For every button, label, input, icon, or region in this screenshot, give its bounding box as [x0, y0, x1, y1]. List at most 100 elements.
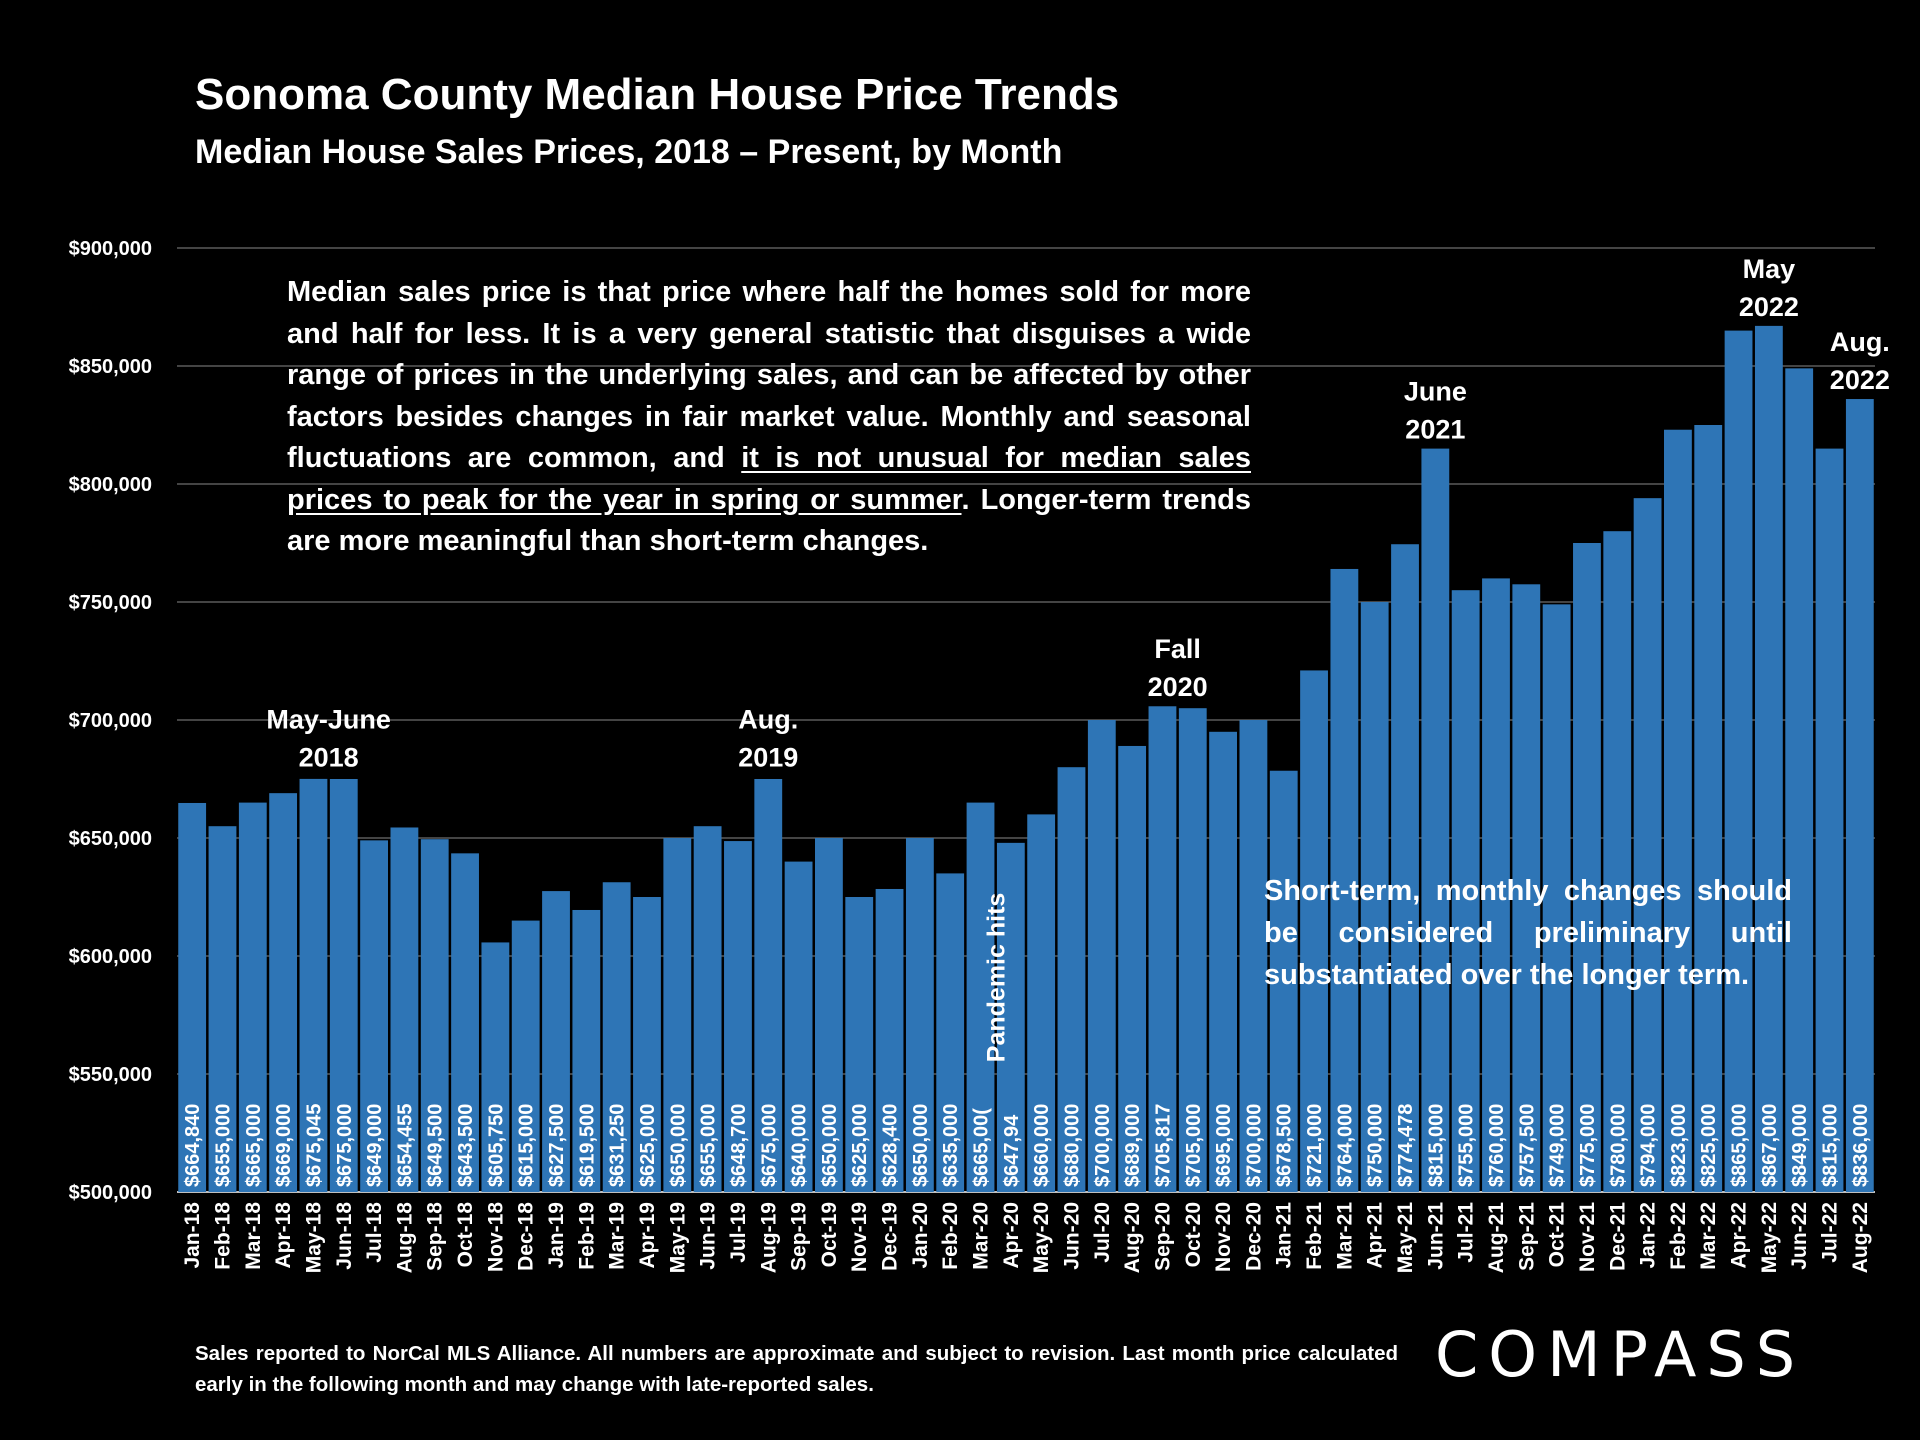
chart-title: Sonoma County Median House Price Trends	[195, 70, 1120, 119]
x-tick-label: May-18	[302, 1202, 325, 1274]
value-label: $650,000	[667, 1104, 689, 1187]
y-tick-label: $750,000	[69, 592, 152, 614]
bar	[542, 891, 570, 1192]
x-tick-label: Jan-20	[909, 1202, 932, 1269]
bar	[1633, 498, 1662, 1192]
bar	[1845, 399, 1874, 1192]
value-label: $669,000	[273, 1104, 295, 1187]
y-axis-ticks: $500,000 $550,000 $600,000 $650,000 $700,000…	[69, 238, 152, 1204]
value-label: $625,000	[849, 1104, 871, 1187]
annotation-line: 2020	[1148, 672, 1208, 702]
bar	[1178, 708, 1207, 1192]
annotation-line: Aug.	[738, 705, 798, 735]
x-tick-label: Feb-19	[575, 1202, 598, 1270]
value-label: $675,000	[758, 1104, 780, 1187]
bar	[724, 841, 752, 1192]
x-tick-label: Apr-18	[272, 1202, 295, 1269]
bar	[693, 826, 722, 1192]
bar	[1360, 602, 1389, 1192]
bar	[1269, 770, 1298, 1192]
x-tick-label: Oct-18	[454, 1202, 477, 1268]
value-label: $836,000	[1850, 1104, 1872, 1187]
value-label: $700,000	[1243, 1104, 1265, 1187]
value-label: $750,000	[1365, 1104, 1387, 1187]
x-tick-label: Apr-19	[636, 1202, 659, 1269]
value-label: $695,000	[1213, 1104, 1235, 1187]
value-label: $815,000	[1820, 1104, 1842, 1187]
x-tick-label: Dec-18	[515, 1202, 538, 1271]
bar	[1087, 720, 1116, 1192]
x-axis-ticks: Jan-18 Feb-18 Mar-18 Apr-18 May-18 Jun-18 Jul-…	[181, 1202, 1872, 1274]
peak-annotation: May 2022	[1739, 254, 1799, 322]
value-label: $678,500	[1274, 1104, 1296, 1187]
bar	[1451, 590, 1480, 1192]
x-tick-label: Jan-21	[1273, 1202, 1296, 1269]
bar	[1027, 814, 1056, 1192]
value-label: $705,817	[1152, 1104, 1174, 1187]
x-tick-label: Aug-22	[1849, 1202, 1872, 1273]
bar	[754, 779, 783, 1192]
value-label: $749,000	[1547, 1104, 1569, 1187]
value-label: $764,000	[1334, 1104, 1356, 1187]
x-tick-label: Aug-18	[393, 1202, 416, 1273]
bar	[481, 942, 510, 1192]
bar	[1300, 670, 1328, 1192]
x-tick-label: Mar-19	[606, 1202, 629, 1270]
bars	[178, 325, 1874, 1193]
y-tick-label: $700,000	[69, 710, 152, 732]
value-label: $619,500	[576, 1104, 598, 1187]
value-label: $640,000	[789, 1104, 811, 1187]
source-footnote: Sales reported to NorCal MLS Alliance. A…	[195, 1342, 1398, 1396]
x-tick-label: Feb-22	[1667, 1202, 1690, 1270]
x-tick-label: Apr-20	[1000, 1202, 1023, 1269]
value-label: $648,700	[728, 1104, 750, 1187]
x-tick-label: Jan-19	[545, 1202, 568, 1269]
value-label: $650,000	[910, 1104, 932, 1187]
x-tick-label: Dec-19	[879, 1202, 902, 1271]
peak-annotations: May-June 2018 Aug. 2019 Fall 2020 June 2021 May 2…	[266, 254, 1890, 1062]
y-tick-label: $900,000	[69, 238, 152, 260]
note-text-end: . Longer-term trends are more meaningful…	[287, 483, 1252, 558]
x-tick-label: May-21	[1394, 1202, 1417, 1274]
compass-logo: COMPASS	[1435, 1318, 1806, 1391]
value-label: $675,045	[303, 1104, 325, 1187]
bar	[1482, 578, 1510, 1192]
x-tick-label: Mar-21	[1333, 1202, 1356, 1270]
x-tick-label: Nov-19	[848, 1202, 871, 1272]
bar	[905, 838, 934, 1192]
bar	[996, 842, 1025, 1192]
x-tick-label: Aug-20	[1121, 1202, 1144, 1273]
value-label: $665,00(	[971, 1108, 993, 1187]
value-label: $823,000	[1668, 1104, 1690, 1187]
pandemic-event-label: Pandemic hits	[983, 893, 1011, 1063]
y-tick-label: $800,000	[69, 474, 152, 496]
value-label: $665,000	[243, 1104, 265, 1187]
value-label: $849,000	[1789, 1104, 1811, 1187]
x-tick-label: Oct-19	[818, 1202, 841, 1267]
bar	[299, 778, 328, 1192]
x-tick-label: Jul-22	[1819, 1202, 1842, 1263]
x-tick-label: Mar-22	[1697, 1202, 1720, 1270]
x-tick-label: Nov-21	[1576, 1202, 1599, 1272]
x-tick-label: Aug-21	[1485, 1202, 1508, 1273]
value-label: $627,500	[546, 1104, 568, 1187]
x-tick-label: Apr-21	[1364, 1202, 1387, 1269]
bar	[1542, 604, 1571, 1192]
bar	[1754, 325, 1783, 1192]
annotation-line: May-June	[266, 705, 391, 735]
bar	[1512, 584, 1541, 1192]
bar	[1724, 330, 1753, 1193]
bar	[360, 840, 388, 1192]
x-tick-label: Feb-21	[1303, 1202, 1326, 1270]
value-label: $660,000	[1031, 1104, 1053, 1187]
bar	[1421, 448, 1450, 1193]
x-tick-label: Feb-18	[211, 1202, 234, 1270]
annotation-line: 2019	[738, 743, 798, 773]
bar	[1664, 429, 1692, 1193]
bar	[1118, 745, 1147, 1192]
bar	[602, 882, 631, 1192]
value-label: $643,500	[455, 1104, 477, 1187]
value-label: $757,500	[1516, 1104, 1538, 1187]
value-label: $815,000	[1425, 1104, 1447, 1187]
bar	[420, 839, 449, 1192]
